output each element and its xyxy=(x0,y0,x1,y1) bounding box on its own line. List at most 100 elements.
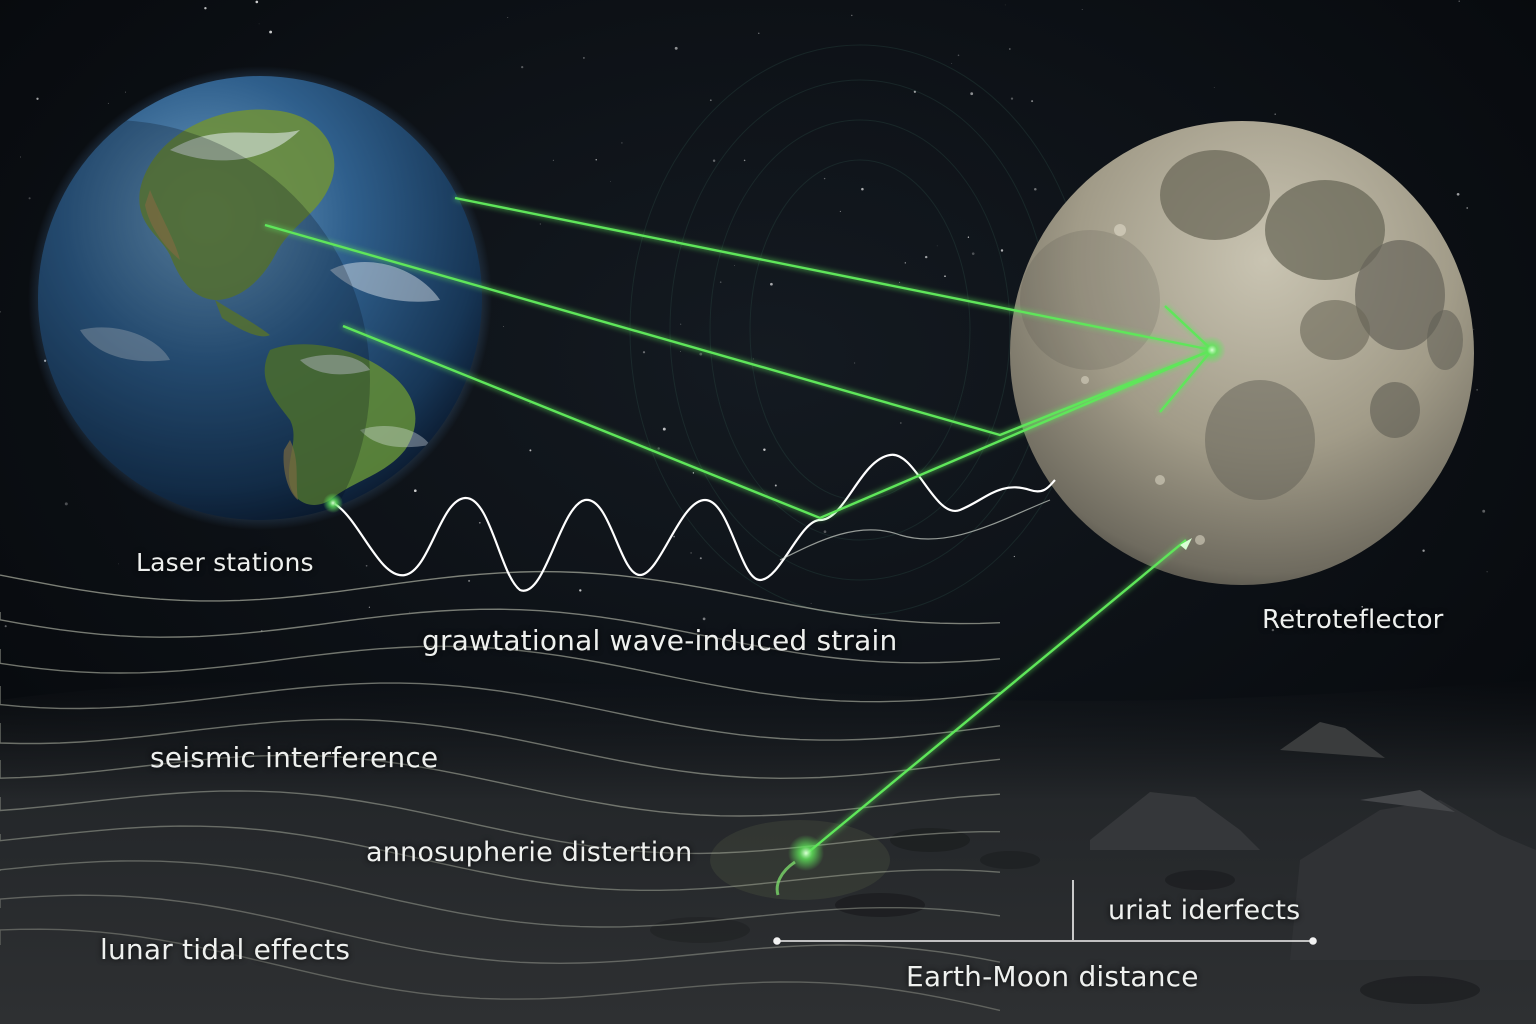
star xyxy=(64,502,68,506)
star xyxy=(552,159,554,161)
star xyxy=(674,46,678,50)
star xyxy=(204,7,207,10)
star xyxy=(1000,249,1004,252)
star xyxy=(758,32,760,34)
star xyxy=(579,589,582,592)
star xyxy=(839,210,841,212)
star xyxy=(854,362,856,364)
star xyxy=(1004,4,1006,6)
interference-wave xyxy=(0,608,1001,664)
star xyxy=(1482,509,1486,513)
laser-stations-label: Laser stations xyxy=(136,548,314,577)
star xyxy=(709,99,712,102)
star xyxy=(712,159,716,163)
star xyxy=(851,14,853,17)
gravitational-wave-label: grawtational wave-induced strain xyxy=(422,624,898,657)
earth-globe xyxy=(28,66,492,530)
star xyxy=(255,0,259,4)
star xyxy=(507,17,509,18)
star xyxy=(368,606,370,608)
star xyxy=(1081,8,1083,10)
star xyxy=(107,102,109,104)
star xyxy=(529,403,531,404)
star xyxy=(595,159,597,161)
star xyxy=(1213,87,1215,88)
star xyxy=(610,181,611,182)
interference-wave xyxy=(0,894,1001,965)
ground-arc xyxy=(775,860,796,896)
star xyxy=(1289,609,1292,612)
star xyxy=(662,427,666,431)
star xyxy=(1476,389,1478,391)
interference-wave xyxy=(0,682,1001,741)
lunar-surface xyxy=(0,679,1536,1024)
star xyxy=(521,65,524,69)
star xyxy=(1473,328,1475,330)
star xyxy=(810,603,812,605)
interference-wave xyxy=(0,790,1000,855)
star xyxy=(957,54,960,57)
star xyxy=(971,252,975,256)
star xyxy=(944,275,946,278)
star xyxy=(899,281,901,283)
laser-beams xyxy=(264,196,1214,856)
star xyxy=(642,351,646,354)
star xyxy=(673,535,675,538)
laser-station-glow xyxy=(323,493,343,513)
uriat-iderfects-label: uriat iderfects xyxy=(1108,895,1301,926)
star xyxy=(118,563,119,565)
star xyxy=(680,323,682,325)
star xyxy=(823,177,826,180)
wave-trace-under-moon xyxy=(779,499,1051,561)
atmospheric-distortion-label: annosupherie distertion xyxy=(366,837,693,868)
star xyxy=(1034,188,1037,191)
star xyxy=(690,552,692,554)
interference-wave xyxy=(0,928,1001,1012)
star xyxy=(733,265,735,266)
star xyxy=(680,351,681,353)
star xyxy=(1274,113,1276,115)
star xyxy=(1456,192,1460,196)
star xyxy=(924,255,928,259)
star xyxy=(409,611,411,613)
star xyxy=(529,449,532,452)
star xyxy=(763,448,766,452)
star xyxy=(967,236,970,238)
seismic-interference-label: seismic interference xyxy=(150,741,439,774)
star xyxy=(478,521,481,524)
star xyxy=(4,625,7,628)
star xyxy=(1010,97,1014,100)
star xyxy=(1271,628,1275,632)
retroreflector-glow xyxy=(1198,336,1226,364)
star xyxy=(913,90,917,93)
star xyxy=(770,282,773,286)
star xyxy=(836,632,839,635)
star xyxy=(1361,605,1363,608)
lunar-tidal-label: lunar tidal effects xyxy=(100,933,351,966)
star xyxy=(774,484,777,487)
star xyxy=(899,422,902,424)
retroreflector-label: Retroteflector xyxy=(1262,605,1444,635)
star xyxy=(503,326,504,327)
earth-moon-distance-scale xyxy=(773,880,1317,945)
star xyxy=(657,447,660,450)
star xyxy=(699,352,703,356)
star xyxy=(0,310,2,313)
star xyxy=(269,30,273,34)
star xyxy=(1466,207,1469,209)
star xyxy=(951,63,953,65)
star xyxy=(904,262,906,264)
interference-wave xyxy=(0,825,1001,891)
moon-globe xyxy=(1010,121,1474,585)
star xyxy=(702,617,706,621)
star xyxy=(451,638,453,640)
star xyxy=(258,23,260,25)
star xyxy=(936,245,938,247)
star xyxy=(468,579,471,582)
star xyxy=(28,197,31,200)
star xyxy=(970,92,974,96)
interference-wave xyxy=(0,645,1001,703)
ground-station-glow xyxy=(788,835,824,871)
